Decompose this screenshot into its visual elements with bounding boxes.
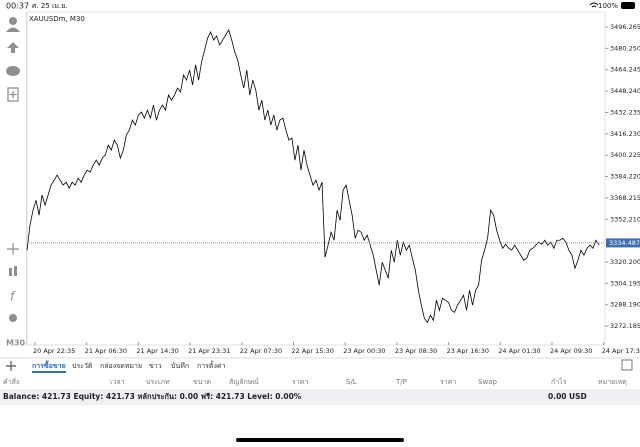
balance-summary: Balance: 421.73 Equity: 421.73 หลักประกั… — [3, 392, 302, 401]
y-tick-label: 3352.210 — [610, 215, 640, 223]
x-tick-label: 20 Apr 22:35 — [33, 347, 75, 355]
column-header: T/P — [395, 378, 407, 386]
chart-type-icon-bar — [14, 266, 17, 276]
y-tick-label: 3368.215 — [610, 194, 640, 202]
home-indicator — [236, 438, 404, 442]
tab[interactable]: ประวัติ — [72, 362, 93, 370]
layout-icon[interactable] — [621, 359, 633, 371]
trade-icon[interactable] — [7, 42, 19, 53]
y-tick-label: 3480.250 — [610, 44, 640, 52]
x-tick-label: 23 Apr 16:30 — [447, 347, 489, 355]
price-line — [26, 29, 600, 324]
y-tick-label: 3272.185 — [610, 322, 640, 330]
y-tick-label: 3384.220 — [610, 173, 640, 181]
column-header: S/L — [346, 378, 357, 386]
x-tick-label: 23 Apr 08:30 — [395, 347, 437, 355]
crosshair-icon[interactable] — [7, 243, 19, 255]
indicator-icon[interactable]: f — [10, 290, 16, 304]
current-price-label: 3334.487 — [609, 239, 640, 247]
balance-row — [0, 389, 640, 405]
x-tick-label: 23 Apr 00:30 — [343, 347, 385, 355]
column-header: กำไร — [551, 377, 567, 386]
tab-bar: การซื้อขาย ประวัติ กล่องจดหมาย ข่าว บันทึก กา… — [32, 359, 226, 373]
tab[interactable]: บันทึก — [171, 361, 189, 370]
column-header: ราคา — [440, 378, 456, 386]
current-price-box — [606, 238, 640, 248]
add-button[interactable] — [6, 361, 16, 371]
table-header: คำสั่ง เวลา ประเภท ขนาด สัญลักษณ์ ราคา S/L T/P ร… — [3, 377, 627, 386]
x-tick-label: 22 Apr 07:30 — [240, 347, 282, 355]
chart-title: XAUUSDm, M30 — [29, 15, 85, 23]
chat-icon[interactable] — [6, 66, 20, 76]
column-header: คำสั่ง — [3, 377, 19, 386]
status-battery: 100% — [598, 2, 618, 10]
left-toolbar: f M30 — [6, 17, 26, 348]
tab[interactable]: กล่องจดหมาย — [100, 362, 142, 370]
battery-icon — [621, 2, 635, 9]
column-header: ขนาด — [193, 378, 211, 386]
column-header: Swap — [478, 378, 497, 386]
y-tick-label: 3288.190 — [610, 301, 640, 309]
column-header: หมายเหตุ — [598, 378, 627, 386]
wifi-icon — [589, 2, 599, 8]
active-tab-underline — [32, 371, 66, 373]
x-tick-label: 24 Apr 09:30 — [550, 347, 592, 355]
new-order-icon[interactable] — [7, 87, 19, 102]
account-icon[interactable] — [9, 17, 17, 25]
status-date: ศ. 25 เม.ย. — [32, 2, 68, 10]
column-header: เวลา — [110, 378, 125, 386]
tab[interactable]: ข่าว — [149, 362, 162, 370]
tab[interactable]: การซื้อขาย — [32, 359, 66, 370]
x-tick-label: 24 Apr 17:30 — [602, 347, 640, 355]
account-icon-body — [6, 27, 20, 32]
y-tick-label: 3432.235 — [610, 108, 640, 116]
y-tick-label: 3320.200 — [610, 258, 640, 266]
chart-frame — [26, 11, 606, 346]
x-tick-label: 21 Apr 23:31 — [188, 347, 230, 355]
timeframe[interactable]: M30 — [6, 339, 26, 348]
chart-type-icon[interactable] — [9, 268, 12, 276]
column-header: สัญลักษณ์ — [229, 378, 259, 386]
x-tick-label: 24 Apr 01:30 — [498, 347, 540, 355]
y-tick-label: 3304.195 — [610, 279, 640, 287]
y-tick-label: 3464.245 — [610, 66, 640, 74]
x-tick-label: 21 Apr 06:30 — [85, 347, 127, 355]
y-tick-label: 3416.230 — [610, 130, 640, 138]
currency: USD — [569, 392, 587, 401]
status-time: 00:37 — [6, 2, 29, 11]
y-tick-label: 3496.265 — [610, 23, 640, 31]
x-tick-label: 21 Apr 14:30 — [136, 347, 178, 355]
chart: 3496.265 3480.250 3464.245 3448.240 3432.235… — [26, 23, 640, 355]
column-header: ราคา — [292, 378, 308, 386]
y-tick-label: 3400.225 — [610, 151, 640, 159]
tab[interactable]: การตั้งค่า — [197, 359, 226, 370]
plus-sign — [9, 91, 17, 98]
objects-icon[interactable] — [9, 314, 17, 322]
y-tick-label: 3448.240 — [610, 87, 640, 95]
column-header: ประเภท — [146, 378, 170, 386]
profit-total: 0.00 — [548, 392, 567, 401]
x-tick-label: 22 Apr 15:30 — [292, 347, 334, 355]
